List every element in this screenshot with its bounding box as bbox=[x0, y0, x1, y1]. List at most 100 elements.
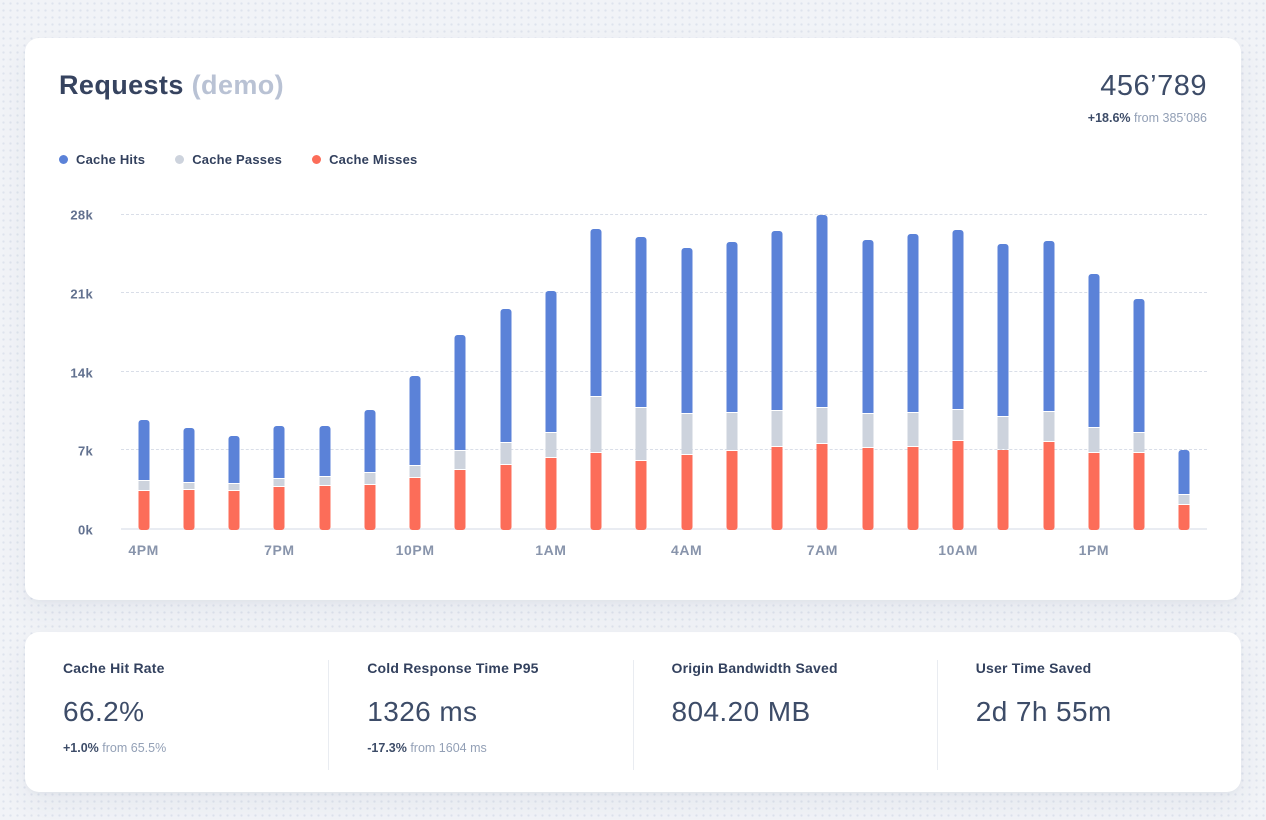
bar-2pm[interactable] bbox=[1133, 299, 1145, 530]
segment-cache-hits-5am bbox=[726, 242, 738, 412]
bar-7pm[interactable] bbox=[273, 426, 285, 530]
segment-cache-passes-2am bbox=[590, 397, 602, 452]
segment-cache-hits-7pm bbox=[273, 426, 285, 478]
stat-label-cold-response-time-p95: Cold Response Time P95 bbox=[367, 660, 539, 676]
bar-10am[interactable] bbox=[952, 230, 964, 530]
bar-11pm[interactable] bbox=[454, 335, 466, 530]
segment-cache-hits-4am bbox=[681, 248, 693, 413]
bar-12am[interactable] bbox=[500, 309, 512, 530]
bar-5pm[interactable] bbox=[183, 428, 195, 530]
stat-cold-response-time-p95: Cold Response Time P95 1326 ms -17.3% from… bbox=[328, 660, 632, 770]
cache-misses-dot-icon bbox=[312, 155, 322, 164]
cache-hits-dot-icon bbox=[59, 155, 68, 164]
bar-7am[interactable] bbox=[816, 215, 828, 530]
requests-chart: 0k 7k 14k 21k 28k 4PM 7PM 10PM 1AM 4AM 7AM 10AM 1PM bbox=[59, 208, 1207, 564]
bar-3pm[interactable] bbox=[1178, 450, 1190, 530]
stat-user-time-saved: User Time Saved 2d 7h 55m bbox=[936, 660, 1241, 770]
bar-slot-5am bbox=[709, 215, 754, 530]
bar-slot-7am: 7AM bbox=[800, 215, 845, 558]
bar-5am[interactable] bbox=[726, 242, 738, 530]
bar-slot-9pm bbox=[347, 215, 392, 530]
bar-2am[interactable] bbox=[590, 229, 602, 530]
segment-cache-hits-12pm bbox=[1043, 241, 1055, 411]
segment-cache-passes-5pm bbox=[183, 483, 195, 489]
bar-slot-3am bbox=[619, 215, 664, 530]
legend-label: Cache Misses bbox=[329, 152, 418, 167]
bar-slot-2pm bbox=[1117, 215, 1162, 530]
bar-8am[interactable] bbox=[862, 240, 874, 530]
bar-slot-4pm: 4PM bbox=[121, 215, 166, 558]
bar-6am[interactable] bbox=[771, 231, 783, 530]
bar-slot-1pm: 1PM bbox=[1071, 215, 1116, 558]
bar-4am[interactable] bbox=[681, 248, 693, 530]
x-tick-10am: 10AM bbox=[938, 542, 978, 558]
bar-slot-12am bbox=[483, 215, 528, 530]
bar-9am[interactable] bbox=[907, 234, 919, 530]
bar-1pm[interactable] bbox=[1088, 274, 1100, 530]
segment-cache-misses-10pm bbox=[409, 478, 421, 530]
segment-cache-hits-12am bbox=[500, 309, 512, 442]
segment-cache-hits-9pm bbox=[364, 410, 376, 472]
segment-cache-passes-1am bbox=[545, 433, 557, 457]
bar-slot-11am bbox=[981, 215, 1026, 530]
y-axis: 0k 7k 14k 21k 28k bbox=[59, 208, 93, 538]
x-tick-1am: 1AM bbox=[535, 542, 567, 558]
x-tick-7am: 7AM bbox=[806, 542, 839, 558]
segment-cache-misses-1pm bbox=[1088, 453, 1100, 530]
stats-card: Cache Hit Rate 66.2% +1.0% from 65.5% Cold … bbox=[25, 632, 1241, 792]
segment-cache-hits-1pm bbox=[1088, 274, 1100, 427]
bar-slot-8pm bbox=[302, 215, 347, 530]
bar-11am[interactable] bbox=[997, 244, 1009, 530]
segment-cache-misses-6pm bbox=[228, 491, 240, 530]
legend-item-cache-passes[interactable]: Cache Passes bbox=[175, 152, 282, 167]
bar-slot-2am bbox=[574, 215, 619, 530]
segment-cache-misses-6am bbox=[771, 447, 783, 530]
gridline-7k bbox=[121, 448, 1207, 450]
stat-delta-from: from 65.5% bbox=[98, 741, 167, 755]
dashboard-page: Requests (demo) 456’789 +18.6% from 385’… bbox=[25, 38, 1241, 792]
bar-6pm[interactable] bbox=[228, 436, 240, 530]
segment-cache-passes-12pm bbox=[1043, 412, 1055, 441]
segment-cache-hits-2pm bbox=[1133, 299, 1145, 432]
segment-cache-hits-8pm bbox=[319, 426, 331, 476]
bar-1am[interactable] bbox=[545, 291, 557, 530]
y-tick-7k: 7k bbox=[77, 443, 93, 459]
bar-slot-11pm bbox=[438, 215, 483, 530]
segment-cache-passes-6pm bbox=[228, 484, 240, 490]
bar-8pm[interactable] bbox=[319, 426, 331, 530]
segment-cache-passes-4pm bbox=[138, 481, 150, 490]
bar-slot-8am bbox=[845, 215, 890, 530]
segment-cache-hits-3pm bbox=[1178, 450, 1190, 494]
bar-10pm[interactable] bbox=[409, 376, 421, 530]
requests-card: Requests (demo) 456’789 +18.6% from 385’… bbox=[25, 38, 1241, 600]
y-tick-21k: 21k bbox=[70, 286, 93, 302]
bar-4pm[interactable] bbox=[138, 420, 150, 530]
segment-cache-passes-10am bbox=[952, 410, 964, 440]
stat-value-user-time-saved: 2d 7h 55m bbox=[975, 696, 1112, 727]
segment-cache-hits-1am bbox=[545, 291, 557, 432]
delta-percent: +18.6% bbox=[1087, 111, 1131, 125]
legend-item-cache-hits[interactable]: Cache Hits bbox=[59, 152, 145, 167]
bar-9pm[interactable] bbox=[364, 410, 376, 530]
segment-cache-hits-4pm bbox=[138, 420, 150, 480]
bar-slot-3pm bbox=[1162, 215, 1207, 530]
bar-slot-10am: 10AM bbox=[936, 215, 981, 558]
bar-3am[interactable] bbox=[635, 237, 647, 530]
stat-delta-from: from 1604 ms bbox=[406, 741, 487, 755]
stat-value-origin-bandwidth-saved: 804.20 MB bbox=[671, 696, 811, 727]
legend-label: Cache Hits bbox=[76, 152, 146, 167]
stat-delta-cold-response-time-p95: -17.3% from 1604 ms bbox=[367, 741, 632, 755]
segment-cache-misses-12pm bbox=[1043, 442, 1055, 530]
segment-cache-misses-7am bbox=[816, 444, 828, 530]
legend-item-cache-misses[interactable]: Cache Misses bbox=[312, 152, 417, 167]
segment-cache-misses-11pm bbox=[454, 470, 466, 530]
title-subtitle: (demo) bbox=[191, 70, 285, 100]
y-tick-28k: 28k bbox=[70, 207, 93, 223]
stat-delta-percent: -17.3% bbox=[367, 741, 407, 755]
segment-cache-passes-11am bbox=[997, 417, 1009, 449]
segment-cache-passes-3am bbox=[635, 408, 647, 460]
segment-cache-misses-4pm bbox=[138, 491, 150, 530]
segment-cache-hits-11pm bbox=[454, 335, 466, 450]
bar-12pm[interactable] bbox=[1043, 241, 1055, 530]
segment-cache-misses-8pm bbox=[319, 486, 331, 530]
